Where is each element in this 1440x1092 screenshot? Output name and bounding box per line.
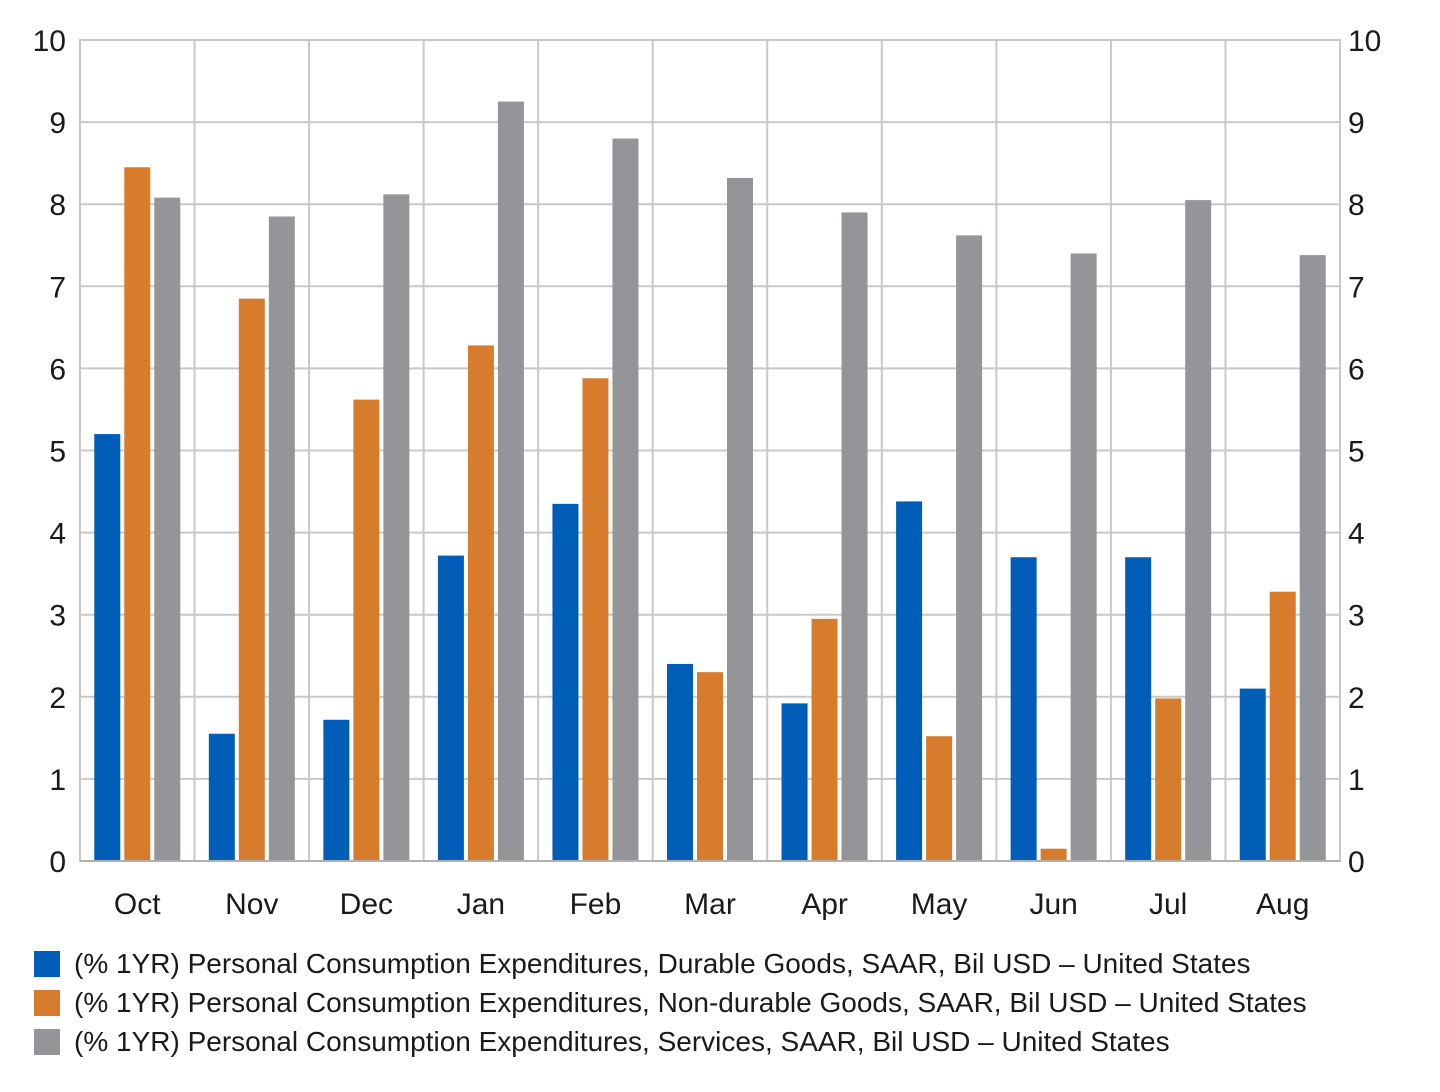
y-tick-right-4: 4	[1348, 518, 1365, 551]
bar-mar-series-1	[697, 672, 723, 861]
bar-feb-series-0	[552, 503, 579, 861]
y-tick-left-0: 0	[49, 846, 66, 879]
bar-oct-series-0	[94, 434, 121, 861]
bar-dec-series-2	[383, 194, 410, 861]
bar-jul-series-1	[1155, 698, 1182, 861]
bar-jul-series-2	[1185, 200, 1212, 862]
bar-nov-series-2	[268, 216, 295, 861]
bar-aug-series-2	[1299, 255, 1326, 862]
legend-label-durable: (% 1YR) Personal Consumption Expenditure…	[74, 947, 1251, 979]
y-tick-right-8: 8	[1348, 189, 1365, 222]
y-tick-left-3: 3	[49, 600, 66, 633]
x-tick-nov: Nov	[225, 888, 278, 921]
bar-jun-series-0	[1010, 557, 1037, 861]
legend-swatch-durable	[34, 950, 60, 977]
bar-dec-series-1	[353, 399, 380, 861]
x-tick-jul: Jul	[1149, 888, 1187, 921]
bar-nov-series-0	[208, 733, 235, 861]
x-tick-jun: Jun	[1029, 888, 1077, 921]
y-tick-left-5: 5	[49, 436, 66, 469]
bar-may-series-0	[896, 501, 923, 861]
legend-item-services: (% 1YR) Personal Consumption Expenditure…	[34, 1022, 1307, 1061]
legend-swatch-services	[34, 1028, 60, 1055]
y-tick-left-6: 6	[49, 353, 66, 386]
y-tick-right-9: 9	[1348, 107, 1365, 140]
x-tick-may: May	[911, 888, 968, 921]
bar-apr-series-1	[811, 618, 838, 861]
bar-may-series-1	[926, 736, 953, 861]
y-tick-left-1: 1	[49, 764, 66, 797]
y-tick-right-2: 2	[1348, 682, 1365, 715]
bar-jun-series-2	[1070, 253, 1097, 861]
y-tick-left-8: 8	[49, 189, 66, 222]
y-tick-right-7: 7	[1348, 271, 1365, 304]
bar-jul-series-0	[1125, 557, 1152, 861]
x-tick-jan: Jan	[457, 888, 505, 921]
bar-apr-series-2	[841, 212, 868, 861]
bar-oct-series-2	[154, 197, 181, 861]
y-tick-left-7: 7	[49, 271, 66, 304]
bar-jun-series-1	[1040, 848, 1067, 861]
y-tick-right-1: 1	[1348, 764, 1365, 797]
y-tick-right-6: 6	[1348, 353, 1365, 386]
bar-apr-series-0	[781, 703, 808, 861]
bar-mar-series-2	[727, 177, 753, 862]
y-tick-left-10: 10	[33, 25, 66, 58]
bar-mar-series-0	[667, 663, 693, 861]
bar-feb-series-1	[582, 378, 609, 861]
legend-item-nondurable: (% 1YR) Personal Consumption Expenditure…	[34, 983, 1307, 1022]
y-tick-left-9: 9	[49, 107, 66, 140]
y-tick-right-3: 3	[1348, 600, 1365, 633]
y-tick-left-4: 4	[49, 518, 66, 551]
bar-chart: 0 0 1 1 2 2 3 3 4 4 5 5 6 6 7 7 8 8 9 9 10 10 Oct Nov Dec Jan Feb M…	[33, 25, 1382, 921]
y-tick-right-10: 10	[1348, 25, 1381, 58]
y-tick-right-5: 5	[1348, 436, 1365, 469]
bar-aug-series-0	[1239, 688, 1266, 861]
legend-item-durable: (% 1YR) Personal Consumption Expenditure…	[34, 944, 1307, 983]
x-tick-apr: Apr	[801, 888, 848, 921]
x-tick-oct: Oct	[114, 888, 161, 921]
y-tick-left-2: 2	[49, 682, 66, 715]
y-tick-right-0: 0	[1348, 846, 1365, 879]
x-tick-dec: Dec	[340, 888, 393, 921]
bar-dec-series-0	[323, 719, 350, 861]
bar-jan-series-0	[437, 555, 464, 861]
x-tick-mar: Mar	[684, 888, 736, 921]
bar-nov-series-1	[238, 298, 265, 861]
legend: (% 1YR) Personal Consumption Expenditure…	[34, 944, 1307, 1061]
legend-label-services: (% 1YR) Personal Consumption Expenditure…	[74, 1025, 1170, 1057]
bar-jan-series-2	[497, 101, 524, 861]
legend-swatch-nondurable	[34, 989, 60, 1016]
bar-oct-series-1	[124, 167, 151, 861]
bar-may-series-2	[956, 235, 983, 861]
x-tick-aug: Aug	[1256, 888, 1309, 921]
x-tick-feb: Feb	[570, 888, 622, 921]
bar-jan-series-1	[467, 345, 494, 861]
legend-label-nondurable: (% 1YR) Personal Consumption Expenditure…	[74, 986, 1307, 1018]
bar-aug-series-1	[1269, 591, 1296, 861]
bar-feb-series-2	[612, 138, 639, 861]
